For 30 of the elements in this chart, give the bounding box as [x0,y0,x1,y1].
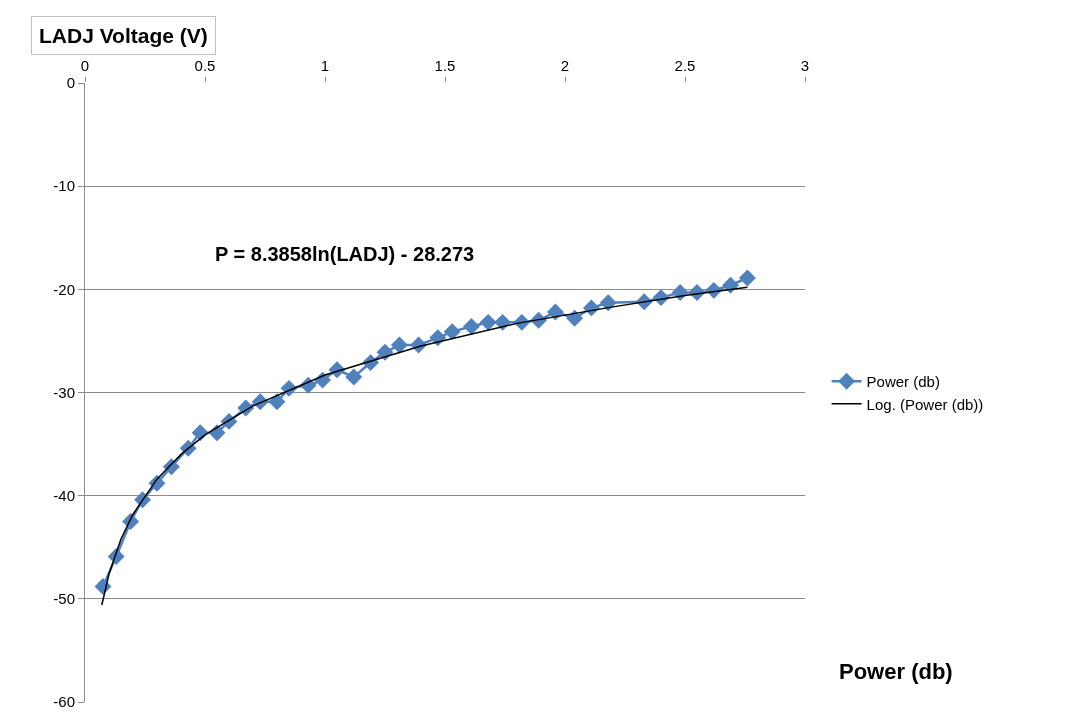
y-tick-label: -50 [53,590,75,608]
point [443,323,461,341]
point [566,309,584,327]
x-tick-label: 1 [320,57,330,74]
y-tick-label: -40 [53,486,75,504]
x-tick-label: 3 [800,57,810,74]
point [738,269,756,287]
point [494,313,512,331]
point [462,318,480,335]
y-tick-label: -30 [53,383,75,401]
x-tick-label: 0.5 [194,57,216,74]
point [390,336,408,354]
x-tick-label: 2 [560,57,570,74]
legend-label: Power (db) [866,373,940,391]
legend-label: Log. (Power (db)) [866,395,984,413]
point [345,368,363,386]
y-axis-title: Power (db) [839,659,953,684]
annotation: P = 8.3858ln(LADJ) - 28.273 [215,243,475,265]
x-tick-label: 1.5 [434,57,456,74]
point [268,393,286,411]
point [429,329,447,347]
point [671,283,689,301]
y-tick-label: -10 [53,177,75,195]
x-tick-label: 2.5 [674,57,696,74]
y-tick-label: -60 [53,693,75,711]
point [479,313,497,331]
x-tick-label: 0 [80,57,90,74]
y-tick-label: 0 [66,74,75,92]
y-tick-label: -20 [53,280,75,298]
chart-title: LADJ Voltage (V) [39,24,208,47]
